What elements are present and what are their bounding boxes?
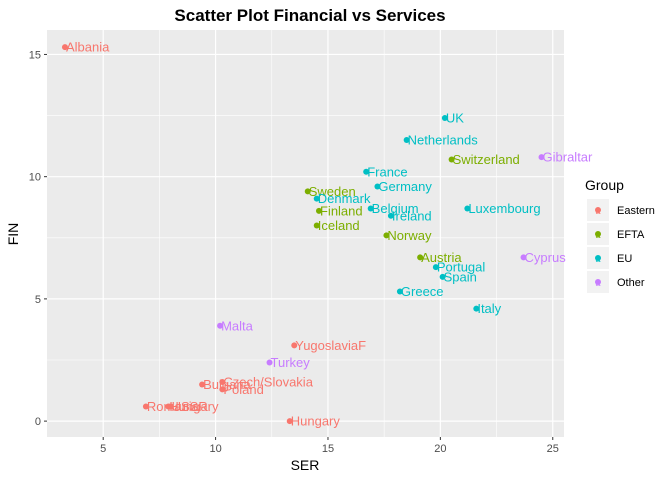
data-point-malta [217, 322, 224, 329]
data-point-turkey [266, 359, 273, 366]
data-label-romania: Romania [147, 399, 200, 414]
legend-label-efta: EFTA [617, 229, 645, 241]
data-label-italy: Italy [477, 301, 501, 316]
y-tick-label: 0 [35, 416, 41, 428]
data-point-sweden [304, 188, 311, 195]
x-axis-ticks: 5 10 15 20 25 [100, 437, 559, 455]
data-label-greece: Greece [401, 284, 444, 299]
y-tick-label: 5 [35, 294, 41, 306]
legend-glyph-eu: a [595, 254, 600, 264]
legend-marker-efta [595, 231, 601, 237]
y-tick-label: 10 [29, 172, 41, 184]
data-label-turkey: Turkey [271, 355, 311, 370]
data-point-bulgaria [199, 381, 206, 388]
data-point-gibraltar [538, 154, 545, 161]
plot-panel [47, 30, 564, 437]
data-point-luxembourg [464, 205, 471, 212]
data-label-gibraltar: Gibraltar [543, 150, 594, 165]
data-point-czech-slovakia [219, 379, 226, 385]
data-point-finland [315, 207, 322, 214]
data-label-switzerland: Switzerland [453, 152, 520, 167]
data-point-greece [396, 288, 403, 295]
y-axis-title: FIN [5, 223, 21, 246]
data-point-austria [417, 254, 424, 261]
data-point-albania [61, 44, 68, 51]
x-tick-label: 10 [209, 443, 221, 455]
legend-marker-eu [595, 255, 601, 261]
data-label-spain: Spain [444, 269, 477, 284]
legend-label-eastern: Eastern [617, 205, 655, 217]
data-point-netherlands [403, 137, 410, 143]
data-label-iceland: Iceland [318, 218, 360, 233]
x-tick-label: 15 [322, 443, 334, 455]
legend-marker-eastern [595, 207, 601, 213]
legend-glyph-efta: a [595, 230, 600, 240]
data-label-germany: Germany [378, 179, 432, 194]
data-label-hungary: Hungary [169, 399, 219, 414]
data-label-netherlands: Netherlands [408, 133, 479, 148]
data-label-portugal: Portugal [437, 260, 486, 275]
x-tick-label: 20 [434, 443, 446, 455]
data-point-belgium [367, 205, 374, 212]
data-point-ireland [387, 212, 394, 219]
x-tick-label: 5 [100, 443, 106, 455]
data-point-ussr [167, 403, 174, 410]
data-label-finland: Finland [320, 203, 363, 218]
data-label-czech-slovakia: Czech/Slovakia [223, 375, 313, 390]
legend-label-other: Other [617, 277, 645, 289]
data-points [61, 44, 545, 425]
data-point-norway [383, 232, 390, 239]
data-label-luxembourg: Luxembourg [468, 201, 540, 216]
data-label-austria: Austria [421, 250, 462, 265]
data-label-sweden: Sweden [309, 184, 356, 199]
legend-glyph-eastern: a [595, 206, 600, 216]
data-label-denmark: Denmark [318, 191, 371, 206]
data-label-poland: Poland [223, 382, 263, 397]
data-label-yugoslaviaf: YugoslaviaF [295, 338, 366, 353]
data-label-malta: Malta [221, 318, 254, 333]
legend-marker-other [595, 279, 601, 285]
data-point-spain [439, 273, 446, 280]
data-point-denmark [313, 195, 320, 202]
grid-lines [47, 30, 564, 437]
y-tick-label: 15 [29, 49, 41, 61]
y-axis-ticks: 0 5 10 15 [29, 49, 47, 428]
data-label-uk: UK [446, 111, 464, 126]
data-label-ireland: Ireland [392, 208, 432, 223]
data-point-poland [219, 386, 226, 393]
data-point-switzerland [448, 156, 455, 163]
data-point-italy [473, 305, 480, 312]
data-point-portugal [432, 264, 439, 271]
data-label-belgium: Belgium [372, 201, 419, 216]
x-axis-title: SER [291, 457, 320, 473]
data-point-labels: Albania UK Netherlands Switzerland Gibraltar… [66, 40, 593, 429]
data-label-cyprus: Cyprus [525, 250, 567, 265]
data-label-france: France [367, 164, 407, 179]
data-point-france [363, 168, 370, 175]
data-label-bulgaria: Bulgaria [203, 377, 251, 392]
legend-title: Group [585, 177, 624, 193]
data-point-cyprus [520, 254, 527, 261]
data-point-hungary [286, 418, 293, 425]
data-label-norway: Norway [387, 228, 432, 243]
data-label-ussr: USSR [172, 399, 208, 414]
data-point-germany [374, 183, 381, 190]
x-tick-label: 25 [547, 443, 559, 455]
data-point-yugoslaviaf [291, 342, 298, 349]
data-point-iceland [313, 222, 320, 229]
legend-label-eu: EU [617, 253, 632, 265]
legend-glyph-other: a [595, 278, 600, 288]
chart-title: Scatter Plot Financial vs Services [174, 6, 445, 25]
legend: Group a Eastern a EFTA a EU a Other [585, 177, 655, 293]
data-label-hungary: Hungary [291, 414, 341, 429]
data-point-romania [142, 403, 149, 410]
data-point-uk [441, 115, 448, 121]
data-label-albania: Albania [66, 40, 110, 55]
